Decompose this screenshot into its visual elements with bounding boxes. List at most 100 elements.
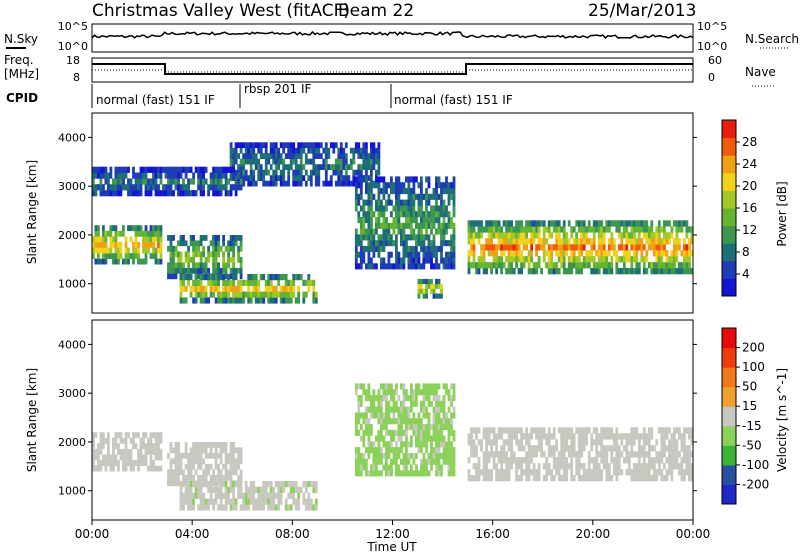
echo-cell <box>314 175 318 181</box>
echo-cell <box>407 257 411 264</box>
echo-cell <box>117 253 120 259</box>
echo-cell <box>447 257 451 264</box>
echo-cell <box>159 190 163 197</box>
echo-cell <box>217 190 220 197</box>
echo-cell <box>510 262 513 269</box>
echo-cell <box>317 164 321 170</box>
echo-cell <box>222 251 225 258</box>
echo-cell <box>359 147 363 154</box>
echo-cell <box>395 400 398 407</box>
echo-cell <box>385 395 388 402</box>
echo-cell <box>254 279 258 286</box>
echo-cell <box>189 469 193 476</box>
echo-cell <box>99 247 103 254</box>
echo-cell <box>637 244 641 251</box>
echo-cell <box>129 460 133 466</box>
echo-cell <box>137 178 140 185</box>
echo-cell <box>342 147 346 154</box>
echo-cell <box>179 469 183 476</box>
echo-cell <box>159 225 163 232</box>
echo-cell <box>652 250 656 257</box>
echo-cell <box>637 469 641 476</box>
echo-cell <box>422 389 426 396</box>
echo-cell <box>580 250 584 257</box>
echo-cell <box>415 395 418 402</box>
echo-cell <box>274 481 278 488</box>
echo-cell <box>390 418 393 425</box>
echo-cell <box>154 258 158 265</box>
echo-cell <box>410 406 413 413</box>
echo-cell <box>339 153 343 159</box>
echo-cell <box>362 441 366 448</box>
echo-cell <box>577 220 581 227</box>
echo-cell <box>547 451 551 458</box>
echo-cell <box>197 251 200 258</box>
echo-cell <box>445 389 448 396</box>
echo-cell <box>605 469 609 476</box>
echo-cell <box>635 427 639 434</box>
colorbar-tick-label: 50 <box>742 380 757 394</box>
echo-cell <box>237 452 240 459</box>
echo-cell <box>377 429 381 436</box>
echo-cell <box>382 452 386 459</box>
echo-cell <box>650 457 654 464</box>
echo-cell <box>317 175 321 181</box>
echo-cell <box>232 469 235 476</box>
echo-cell <box>412 245 416 252</box>
echo-cell <box>365 418 368 425</box>
echo-cell <box>688 256 691 263</box>
echo-cell <box>377 234 381 241</box>
echo-cell <box>660 250 664 257</box>
echo-cell <box>354 470 358 477</box>
echo-cell <box>625 238 629 245</box>
echo-cell <box>367 158 371 165</box>
echo-cell <box>365 429 368 436</box>
echo-cell <box>224 481 228 488</box>
echo-cell <box>635 226 639 233</box>
echo-cell <box>435 228 438 235</box>
echo-cell <box>382 395 386 402</box>
echo-cell <box>117 184 120 191</box>
echo-cell <box>452 193 456 200</box>
echo-cell <box>615 463 619 470</box>
echo-cell <box>440 429 443 436</box>
echo-cell <box>157 448 160 455</box>
echo-cell <box>555 445 559 452</box>
echo-cell <box>354 245 358 252</box>
echo-cell <box>169 463 173 470</box>
echo-cell <box>199 166 203 173</box>
echo-cell <box>407 199 411 206</box>
echo-cell <box>357 211 361 218</box>
echo-cell <box>375 228 378 235</box>
echo-cell <box>650 244 654 251</box>
echo-cell <box>642 463 646 470</box>
echo-cell <box>520 226 523 233</box>
echo-cell <box>99 437 103 444</box>
echo-cell <box>562 475 566 482</box>
echo-cell <box>530 226 533 233</box>
echo-cell <box>344 142 348 149</box>
echo-cell <box>297 142 301 149</box>
echo-cell <box>437 222 441 229</box>
echo-cell <box>109 241 113 248</box>
echo-cell <box>630 226 634 233</box>
echo-cell <box>467 439 471 446</box>
echo-cell <box>427 251 431 258</box>
echo-cell <box>673 262 676 269</box>
echo-cell <box>497 451 501 458</box>
echo-cell <box>172 458 175 465</box>
echo-cell <box>685 256 689 263</box>
echo-cell <box>229 463 233 470</box>
echo-cell <box>502 220 506 227</box>
echo-cell <box>284 180 288 187</box>
echo-cell <box>617 268 621 275</box>
echo-cell <box>137 460 140 466</box>
echo-cell <box>239 474 243 481</box>
echo-cell <box>154 184 158 191</box>
echo-cell <box>432 188 436 195</box>
echo-cell <box>352 147 356 154</box>
echo-cell <box>535 469 538 476</box>
echo-cell <box>410 400 413 407</box>
echo-cell <box>592 427 596 434</box>
echo-cell <box>287 169 291 176</box>
